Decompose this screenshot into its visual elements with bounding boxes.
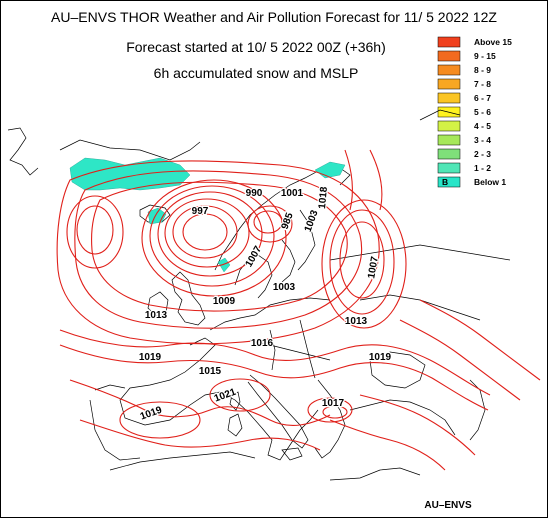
credit-label: AU–ENVS	[424, 500, 472, 511]
legend-swatch	[437, 162, 461, 174]
legend-swatch	[437, 50, 461, 62]
legend-label: 6 - 7	[474, 93, 491, 103]
isobar-label: 1007	[244, 244, 265, 269]
isobar-label: 1018	[317, 186, 330, 210]
map-title: AU–ENVS THOR Weather and Air Pollution F…	[51, 9, 497, 25]
isobar-label: 1003	[273, 282, 296, 293]
isobar-label: 990	[246, 188, 263, 199]
legend-label: 1 - 2	[474, 163, 491, 173]
snow-patches	[69, 157, 346, 273]
legend-label: 5 - 6	[474, 107, 491, 117]
isobar-label: 1001	[281, 188, 304, 199]
map-subtitle: Forecast started at 10/ 5 2022 00Z (+36h…	[126, 39, 386, 55]
isobar-label: 1009	[213, 296, 236, 307]
legend-label: 3 - 4	[474, 135, 491, 145]
legend-swatch	[437, 176, 461, 188]
legend-swatch	[437, 36, 461, 48]
legend-label: Above 15	[474, 37, 512, 47]
isobar-label: 1019	[139, 405, 164, 423]
isobar-label: 985	[280, 211, 296, 231]
legend-swatch	[437, 92, 461, 104]
legend-swatch	[437, 134, 461, 146]
isobars	[56, 149, 541, 471]
isobar-label: 1019	[369, 352, 392, 363]
legend-swatch	[437, 120, 461, 132]
legend-swatch	[437, 78, 461, 90]
isobar-label: 1007	[366, 255, 381, 279]
isobar-label: 1013	[145, 310, 168, 321]
legend-swatch	[437, 64, 461, 76]
snow-legend: Above 15 9 - 15 8 - 9 7 - 8 6 - 7 5 - 6 4 - 5 3…	[437, 36, 512, 188]
legend-label: 8 - 9	[474, 65, 491, 75]
isobar-label: 1015	[199, 366, 222, 377]
legend-label: 7 - 8	[474, 79, 491, 89]
isobar-label: 1017	[322, 398, 345, 409]
isobar-label: 997	[192, 206, 209, 217]
isobar-label: 1003	[303, 208, 321, 233]
isobar-label: 1013	[345, 316, 368, 327]
map-field-name: 6h accumulated snow and MSLP	[154, 65, 359, 81]
legend-label: 2 - 3	[474, 149, 491, 159]
legend-label: Below 1	[474, 177, 506, 187]
legend-swatch	[437, 148, 461, 160]
isobar-label: 1019	[139, 352, 162, 363]
isobar-label: 1021	[213, 387, 238, 405]
legend-swatch-symbol: B	[442, 177, 448, 187]
legend-label: 4 - 5	[474, 121, 491, 131]
isobar-label: 1016	[251, 338, 274, 349]
legend-label: 9 - 15	[474, 51, 496, 61]
